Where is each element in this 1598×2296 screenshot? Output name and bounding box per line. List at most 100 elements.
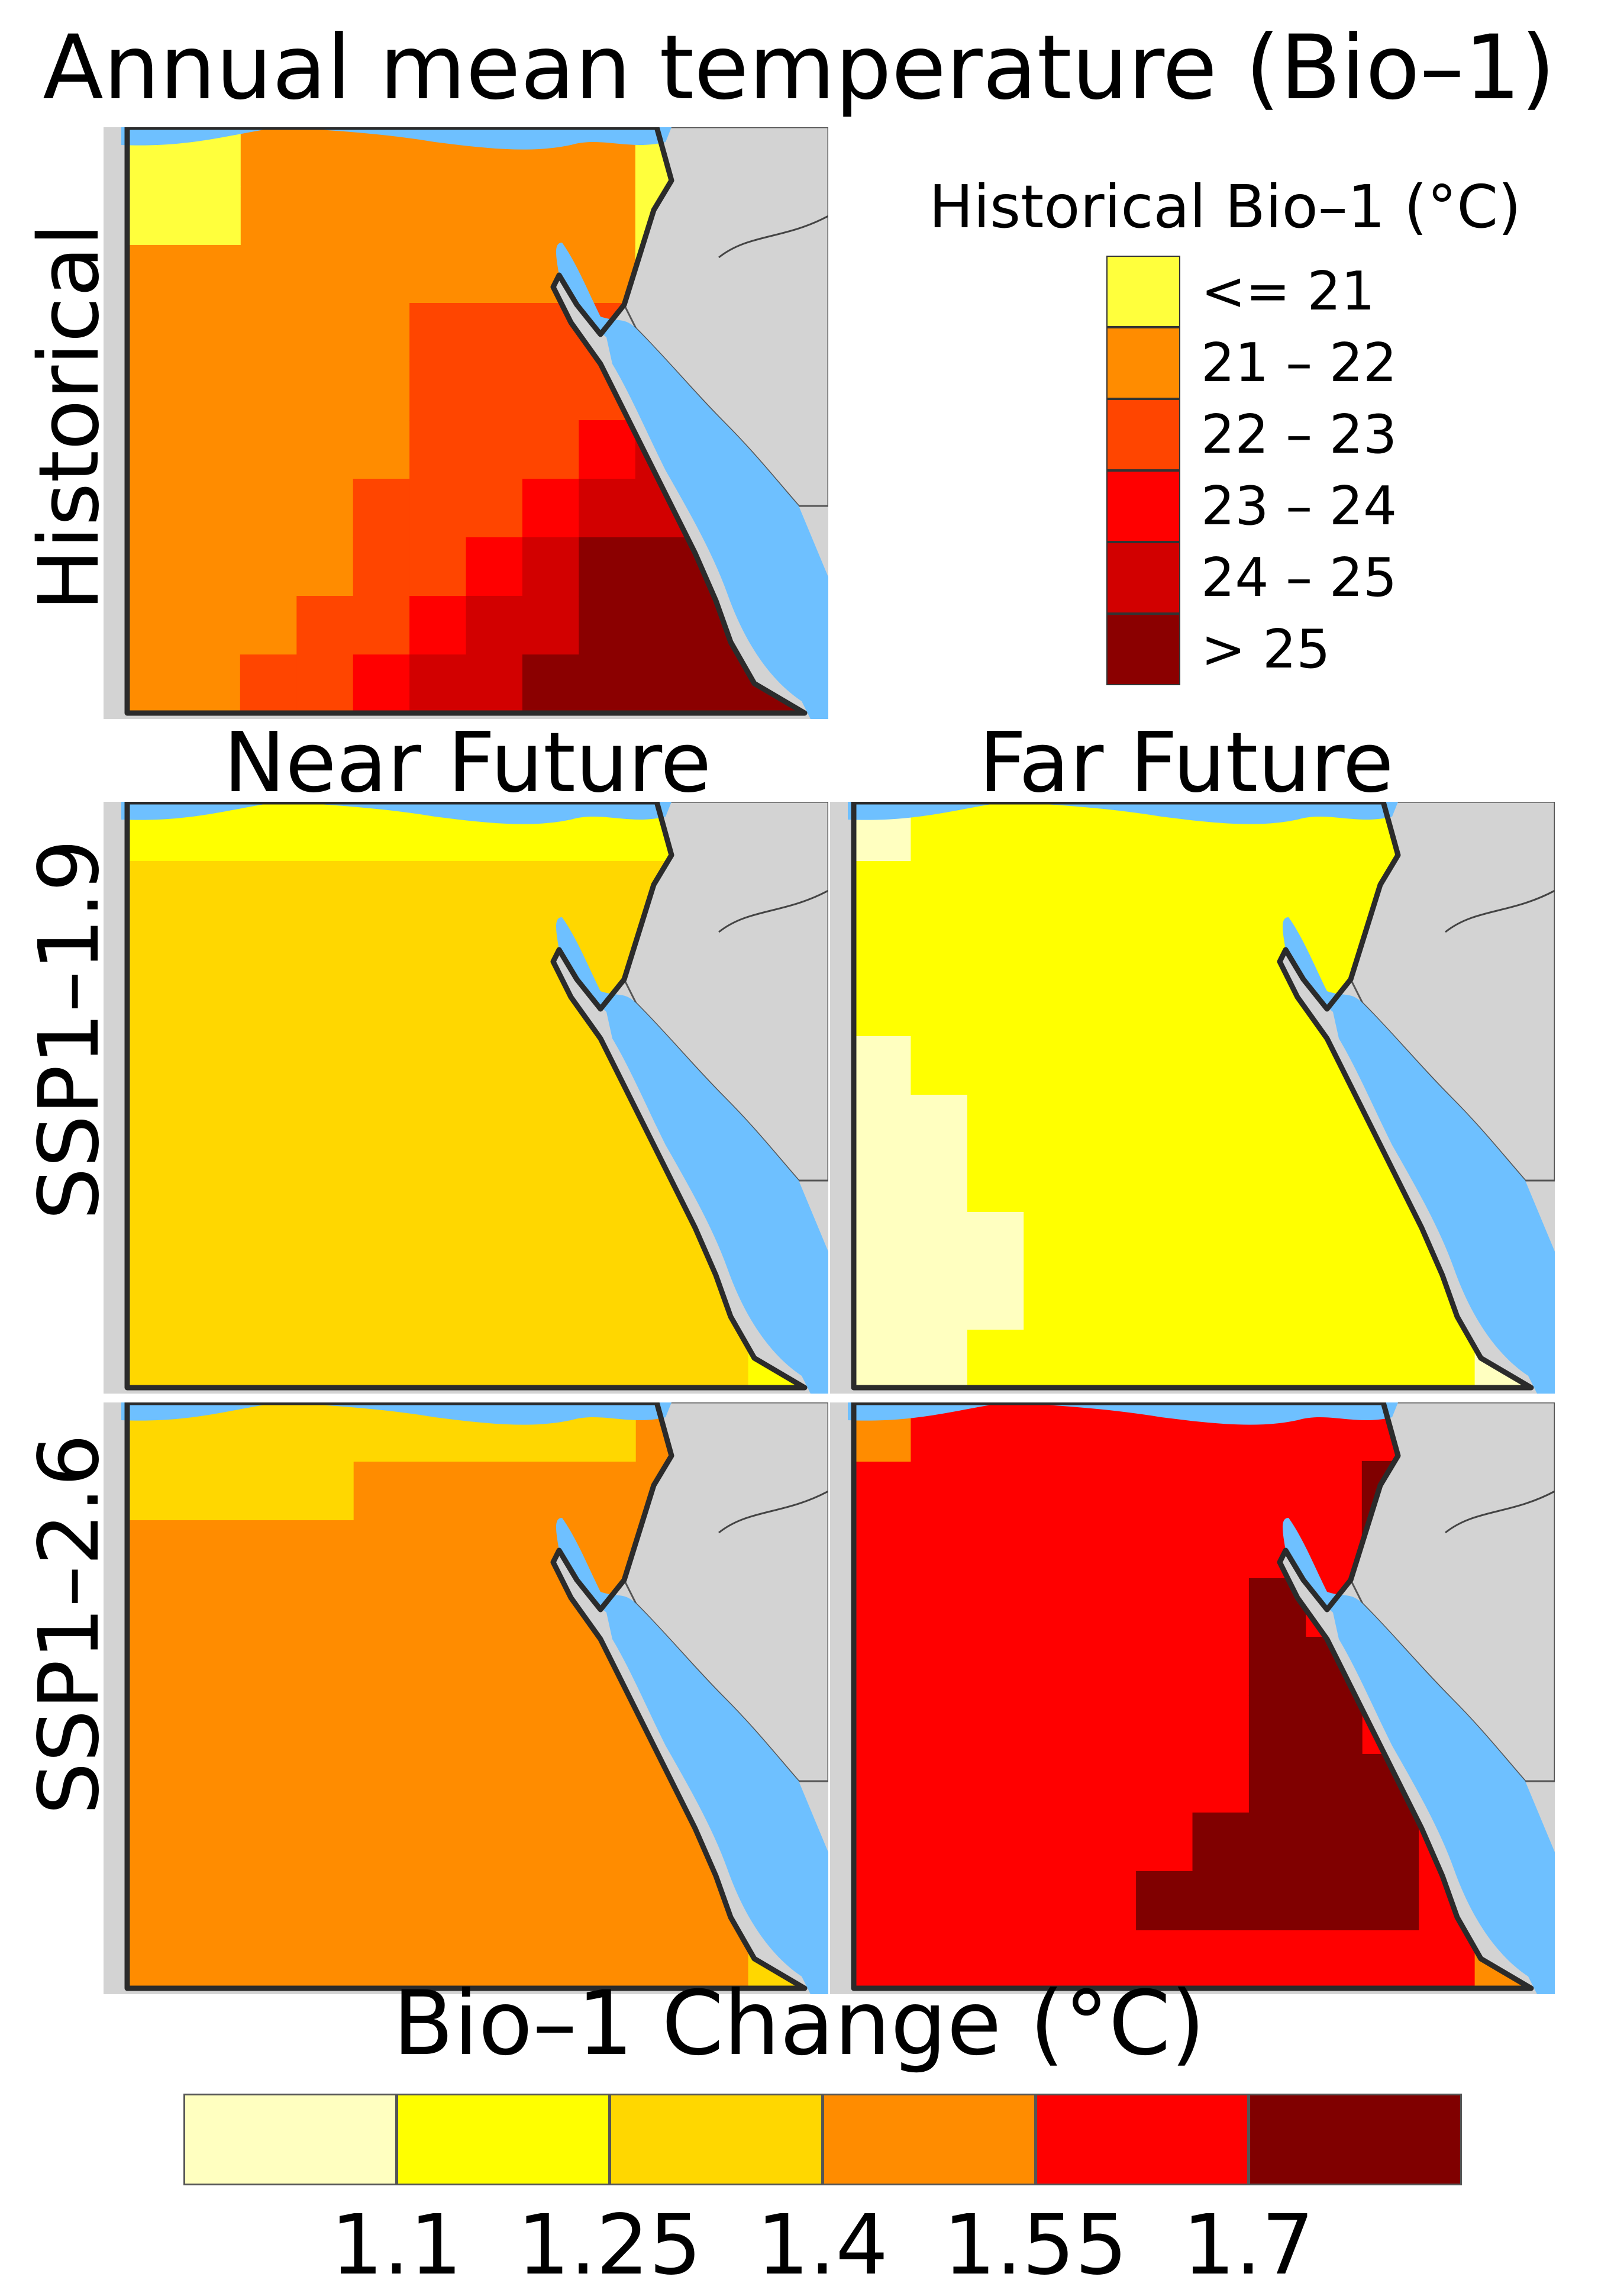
- raster-cell: [240, 1402, 298, 1462]
- raster-cell: [692, 654, 749, 713]
- raster-cell: [854, 1212, 911, 1271]
- raster-cell: [296, 596, 354, 655]
- raster-cell: [353, 802, 411, 861]
- raster-cell: [466, 303, 523, 362]
- map-svg: [104, 1402, 828, 1994]
- raster-cell: [296, 1461, 354, 1520]
- red-sea: [556, 1518, 828, 1994]
- country-border: [124, 802, 808, 1391]
- raster-cell: [353, 479, 411, 538]
- raster-cell: [522, 596, 580, 655]
- neighbor-border: [1445, 1490, 1555, 1534]
- row-label-historical: Historical: [21, 223, 118, 611]
- raster-cell: [183, 186, 241, 245]
- raster-cell: [353, 596, 411, 655]
- map-panel-ssp126-far: [830, 1402, 1555, 1994]
- legend-label: 23 – 24: [1201, 475, 1397, 537]
- raster-cell: [579, 420, 636, 479]
- mediterranean-sea: [121, 1402, 672, 1425]
- mediterranean-sea: [848, 802, 1398, 824]
- raster-cell: [1361, 1871, 1419, 1930]
- colorbar-segment: [183, 2094, 397, 2185]
- raster-cell: [1361, 1813, 1419, 1872]
- map-panel-ssp126-near: [104, 1402, 828, 1994]
- raster-cell: [1305, 1754, 1363, 1813]
- map-panel-ssp119-far: [830, 802, 1555, 1394]
- raster-cell: [240, 1461, 298, 1520]
- mediterranean-sea: [121, 127, 672, 150]
- legend-label: 24 – 25: [1201, 547, 1397, 609]
- map-panel-ssp119-near: [104, 802, 828, 1394]
- colorbar-tick-label: 1.55: [943, 2197, 1128, 2294]
- neighbor-border: [718, 889, 828, 933]
- map-panel-historical: [104, 127, 828, 719]
- raster-cell: [353, 537, 411, 596]
- legend-swatch: [1106, 542, 1180, 614]
- country-border: [124, 1402, 808, 1991]
- raster-cell: [635, 596, 693, 655]
- raster-cell: [910, 1212, 967, 1271]
- raster-cell: [635, 537, 693, 596]
- column-title-near-future: Near Future: [223, 715, 712, 811]
- raster-cell: [1248, 1871, 1306, 1930]
- raster-cell: [966, 1270, 1024, 1330]
- raster-cell: [522, 420, 580, 479]
- raster-cell: [409, 537, 467, 596]
- legend-swatch: [1106, 327, 1180, 399]
- legend-label: 22 – 23: [1201, 404, 1397, 466]
- raster-cell: [353, 654, 411, 713]
- raster-cell: [522, 654, 580, 713]
- raster-cell: [466, 420, 523, 479]
- colorbar-tick-label: 1.25: [517, 2197, 702, 2294]
- colorbar-title: Bio–1 Change (°C): [392, 1972, 1206, 2075]
- raster-cell: [579, 479, 636, 538]
- raster-cell: [579, 537, 636, 596]
- colorbar-segment: [609, 2094, 823, 2185]
- raster-cell: [522, 479, 580, 538]
- column-title-far-future: Far Future: [979, 715, 1394, 811]
- raster-cell: [127, 1461, 185, 1520]
- raster-cell: [910, 1153, 967, 1213]
- neighbor-border: [718, 1490, 828, 1534]
- legend-swatch: [1106, 399, 1180, 470]
- raster-cell: [910, 1270, 967, 1330]
- raster-cell: [409, 362, 467, 421]
- raster-cell: [579, 654, 636, 713]
- raster-cell: [1305, 1871, 1363, 1930]
- colorbar-segment: [396, 2094, 610, 2185]
- raster-cell: [409, 479, 467, 538]
- raster-cell: [296, 1402, 354, 1462]
- raster-cell: [854, 1153, 911, 1213]
- legend-label: > 25: [1201, 618, 1331, 681]
- raster-cell: [1305, 1813, 1363, 1872]
- raster-cell: [466, 654, 523, 713]
- red-sea: [1283, 1518, 1555, 1994]
- red-sea: [1283, 917, 1555, 1394]
- legend-swatch: [1106, 256, 1180, 327]
- country-border: [851, 1402, 1534, 1991]
- raster-cell: [183, 1461, 241, 1520]
- raster-cell: [127, 186, 185, 245]
- map-svg: [104, 127, 828, 719]
- raster-cell: [966, 1212, 1024, 1271]
- map-svg: [830, 802, 1555, 1394]
- map-svg: [830, 1402, 1555, 1994]
- colorbar-segment: [1248, 2094, 1462, 2185]
- raster-cell: [409, 596, 467, 655]
- legend-label: 21 – 22: [1201, 332, 1397, 394]
- raster-cell: [910, 1329, 967, 1388]
- raster-cell: [854, 1270, 911, 1330]
- raster-cell: [910, 1095, 967, 1154]
- raster-cell: [1305, 1695, 1363, 1755]
- colorbar-tick-label: 1.4: [756, 2197, 889, 2294]
- red-sea: [556, 917, 828, 1394]
- raster-cell: [409, 654, 467, 713]
- raster-cell: [466, 596, 523, 655]
- raster-cell: [1248, 1695, 1306, 1755]
- colorbar-tick-label: 1.7: [1182, 2197, 1315, 2294]
- raster-cell: [1136, 1871, 1193, 1930]
- raster-cell: [296, 802, 354, 861]
- figure-title: Annual mean temperature (Bio–1): [43, 17, 1555, 120]
- colorbar-tick-label: 1.1: [330, 2197, 463, 2294]
- raster-cell: [240, 802, 298, 861]
